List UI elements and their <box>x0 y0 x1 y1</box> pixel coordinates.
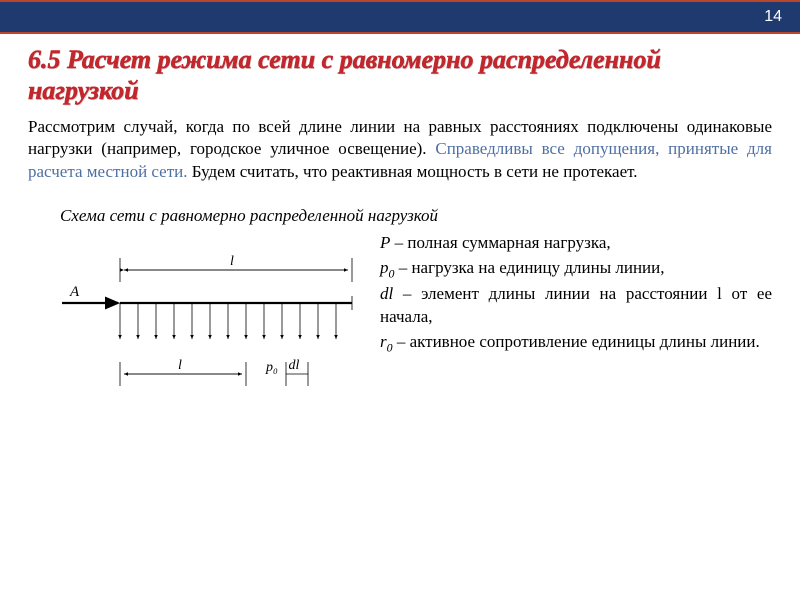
def-P: P – полная суммарная нагрузка, <box>380 232 772 255</box>
dim-l-bottom: l <box>178 358 182 373</box>
def-r0: r0 – активное сопротивление единицы длин… <box>380 331 772 355</box>
label-dl: dl <box>289 358 300 373</box>
definitions: P – полная суммарная нагрузка, p0 – нагр… <box>380 232 772 358</box>
intro-paragraph: Рассмотрим случай, когда по всей длине л… <box>28 116 772 182</box>
section-heading: 6.5 Расчет режима сети с равномерно расп… <box>28 44 772 106</box>
distributed-load-diagram: l A <box>60 238 370 398</box>
page-number: 14 <box>764 8 782 26</box>
load-arrows <box>120 303 336 339</box>
def-p0: p0 – нагрузка на единицу длины линии, <box>380 257 772 281</box>
label-A: A <box>69 284 80 300</box>
diagram-caption: Схема сети с равномерно распределенной н… <box>60 205 480 226</box>
label-p0: p₀ <box>265 360 278 375</box>
def-dl: dl – элемент длины линии на расстоянии l… <box>380 283 772 329</box>
dim-l-top: l <box>230 254 234 269</box>
intro-after-note: Будем считать, что реактивная мощность в… <box>188 162 638 181</box>
